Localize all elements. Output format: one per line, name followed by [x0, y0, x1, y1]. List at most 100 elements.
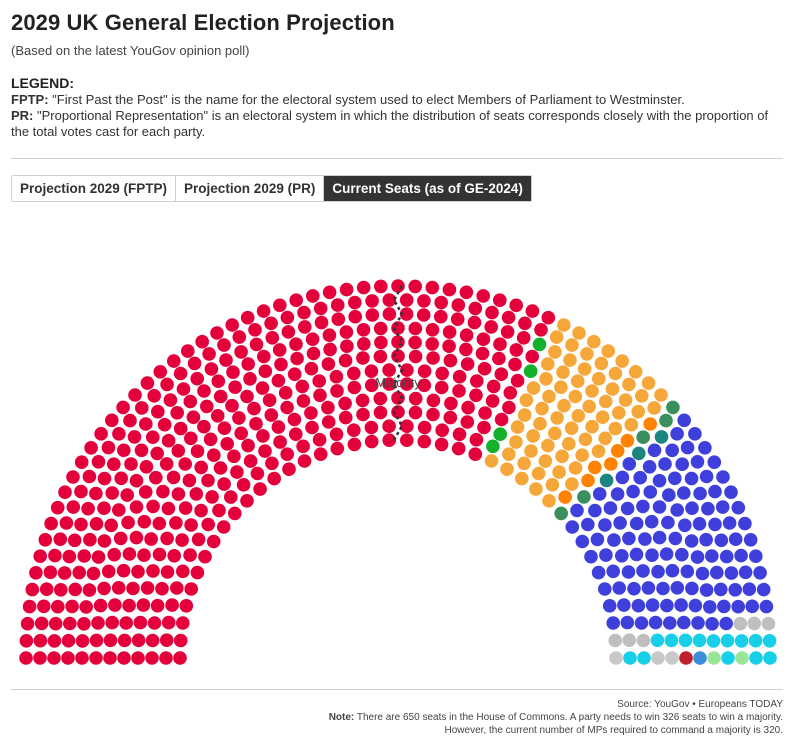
tab-projection-fptp[interactable]: Projection 2029 (FPTP): [12, 176, 177, 201]
seat-dot: [502, 400, 516, 415]
seat-dot: [493, 427, 508, 441]
seat-dot: [213, 461, 228, 475]
seat-dot: [204, 362, 219, 376]
seat-dot: [501, 310, 516, 325]
seat-dot: [633, 470, 647, 485]
seat-dot: [97, 471, 112, 486]
seat-dot: [171, 444, 186, 458]
seat-dot: [249, 416, 263, 431]
seat-dot: [179, 599, 194, 613]
seat-dot: [565, 520, 580, 534]
seat-dot: [240, 310, 255, 325]
seat-dot: [93, 598, 108, 613]
seat-dot: [373, 405, 388, 420]
seat-dot: [637, 651, 651, 665]
seat-dot: [654, 430, 669, 444]
seat-dot: [685, 501, 699, 515]
seat-dot: [117, 651, 131, 665]
seat-dot: [290, 351, 304, 366]
seat-dot: [321, 415, 336, 429]
seat-dot: [728, 583, 742, 597]
seat-dot: [724, 566, 739, 580]
seat-dot: [373, 391, 388, 406]
footer: Source: YouGov • Europeans TODAY Note: T…: [329, 698, 783, 737]
seat-dot: [425, 337, 440, 351]
seat-dot: [509, 343, 524, 357]
seat-dot: [688, 598, 703, 613]
seat-dot: [663, 616, 677, 630]
seat-dot: [652, 500, 667, 514]
seat-dot: [451, 441, 466, 456]
seat-dot: [608, 366, 623, 381]
seat-dot: [139, 460, 154, 474]
seat-dot: [399, 307, 414, 321]
seat-dot: [485, 305, 499, 320]
seat-dot: [518, 316, 532, 331]
seat-dot: [417, 294, 431, 308]
seat-dot: [545, 478, 560, 492]
seat-dot: [467, 315, 482, 330]
seat-dot: [434, 295, 449, 310]
seat-dot: [570, 503, 584, 518]
seat-dot: [452, 427, 467, 442]
seat-dot: [103, 633, 118, 648]
seat-dot: [452, 369, 467, 384]
tab-current-seats[interactable]: Current Seats (as of GE-2024): [324, 176, 531, 201]
seat-dot: [426, 393, 441, 408]
seat-dot: [690, 550, 705, 564]
seat-dot: [699, 469, 714, 484]
seat-dot: [152, 547, 167, 562]
seat-dot: [721, 651, 735, 665]
seat-dot: [613, 516, 627, 530]
seat-dot: [493, 293, 507, 307]
seat-dot: [105, 413, 119, 428]
source-text: Source: YouGov • Europeans TODAY: [617, 699, 783, 710]
seat-dot: [137, 514, 152, 529]
seat-dot: [417, 378, 432, 393]
seat-dot: [450, 312, 465, 326]
seat-dot: [364, 434, 379, 449]
seat-dot: [51, 599, 65, 614]
seat-dot: [662, 488, 676, 502]
seat-dot: [107, 457, 121, 472]
seat-dot: [417, 364, 432, 378]
seat-dot: [564, 421, 579, 435]
seat-dot: [165, 598, 179, 612]
seat-dot: [426, 407, 440, 422]
seat-dot: [167, 549, 181, 563]
seat-dot: [79, 600, 93, 614]
seat-dot: [217, 338, 231, 352]
seat-dot: [557, 398, 571, 413]
seat-dot: [287, 367, 302, 381]
seat-dot: [97, 501, 111, 515]
seat-dot: [37, 599, 51, 614]
seat-dot: [228, 380, 242, 394]
legend-heading: LEGEND:: [11, 75, 74, 91]
seat-dot: [297, 454, 312, 468]
seat-dot: [281, 325, 296, 339]
seat-dot: [48, 548, 62, 563]
seat-dot: [227, 449, 241, 464]
seat-dot: [171, 487, 186, 501]
seat-dot: [515, 471, 529, 486]
seat-dot: [135, 401, 149, 415]
seat-dot: [476, 289, 491, 303]
seat-dot: [255, 381, 270, 395]
seat-dot: [178, 457, 192, 471]
seat-dot: [459, 328, 474, 342]
seat-dot: [264, 316, 278, 331]
note-label: Note:: [328, 712, 355, 723]
seat-dot: [329, 369, 344, 384]
seat-dot: [47, 651, 61, 665]
seat-dot: [112, 427, 126, 441]
tab-projection-pr[interactable]: Projection 2029 (PR): [176, 176, 325, 201]
seat-dot: [638, 532, 652, 546]
seat-dot: [508, 357, 522, 372]
seat-dot: [563, 353, 577, 367]
seat-dot: [66, 500, 81, 514]
seat-dot: [509, 298, 523, 313]
seat-dot: [408, 321, 423, 336]
seat-dot: [626, 484, 640, 499]
seat-dot: [119, 616, 133, 630]
seat-dot: [89, 633, 104, 648]
